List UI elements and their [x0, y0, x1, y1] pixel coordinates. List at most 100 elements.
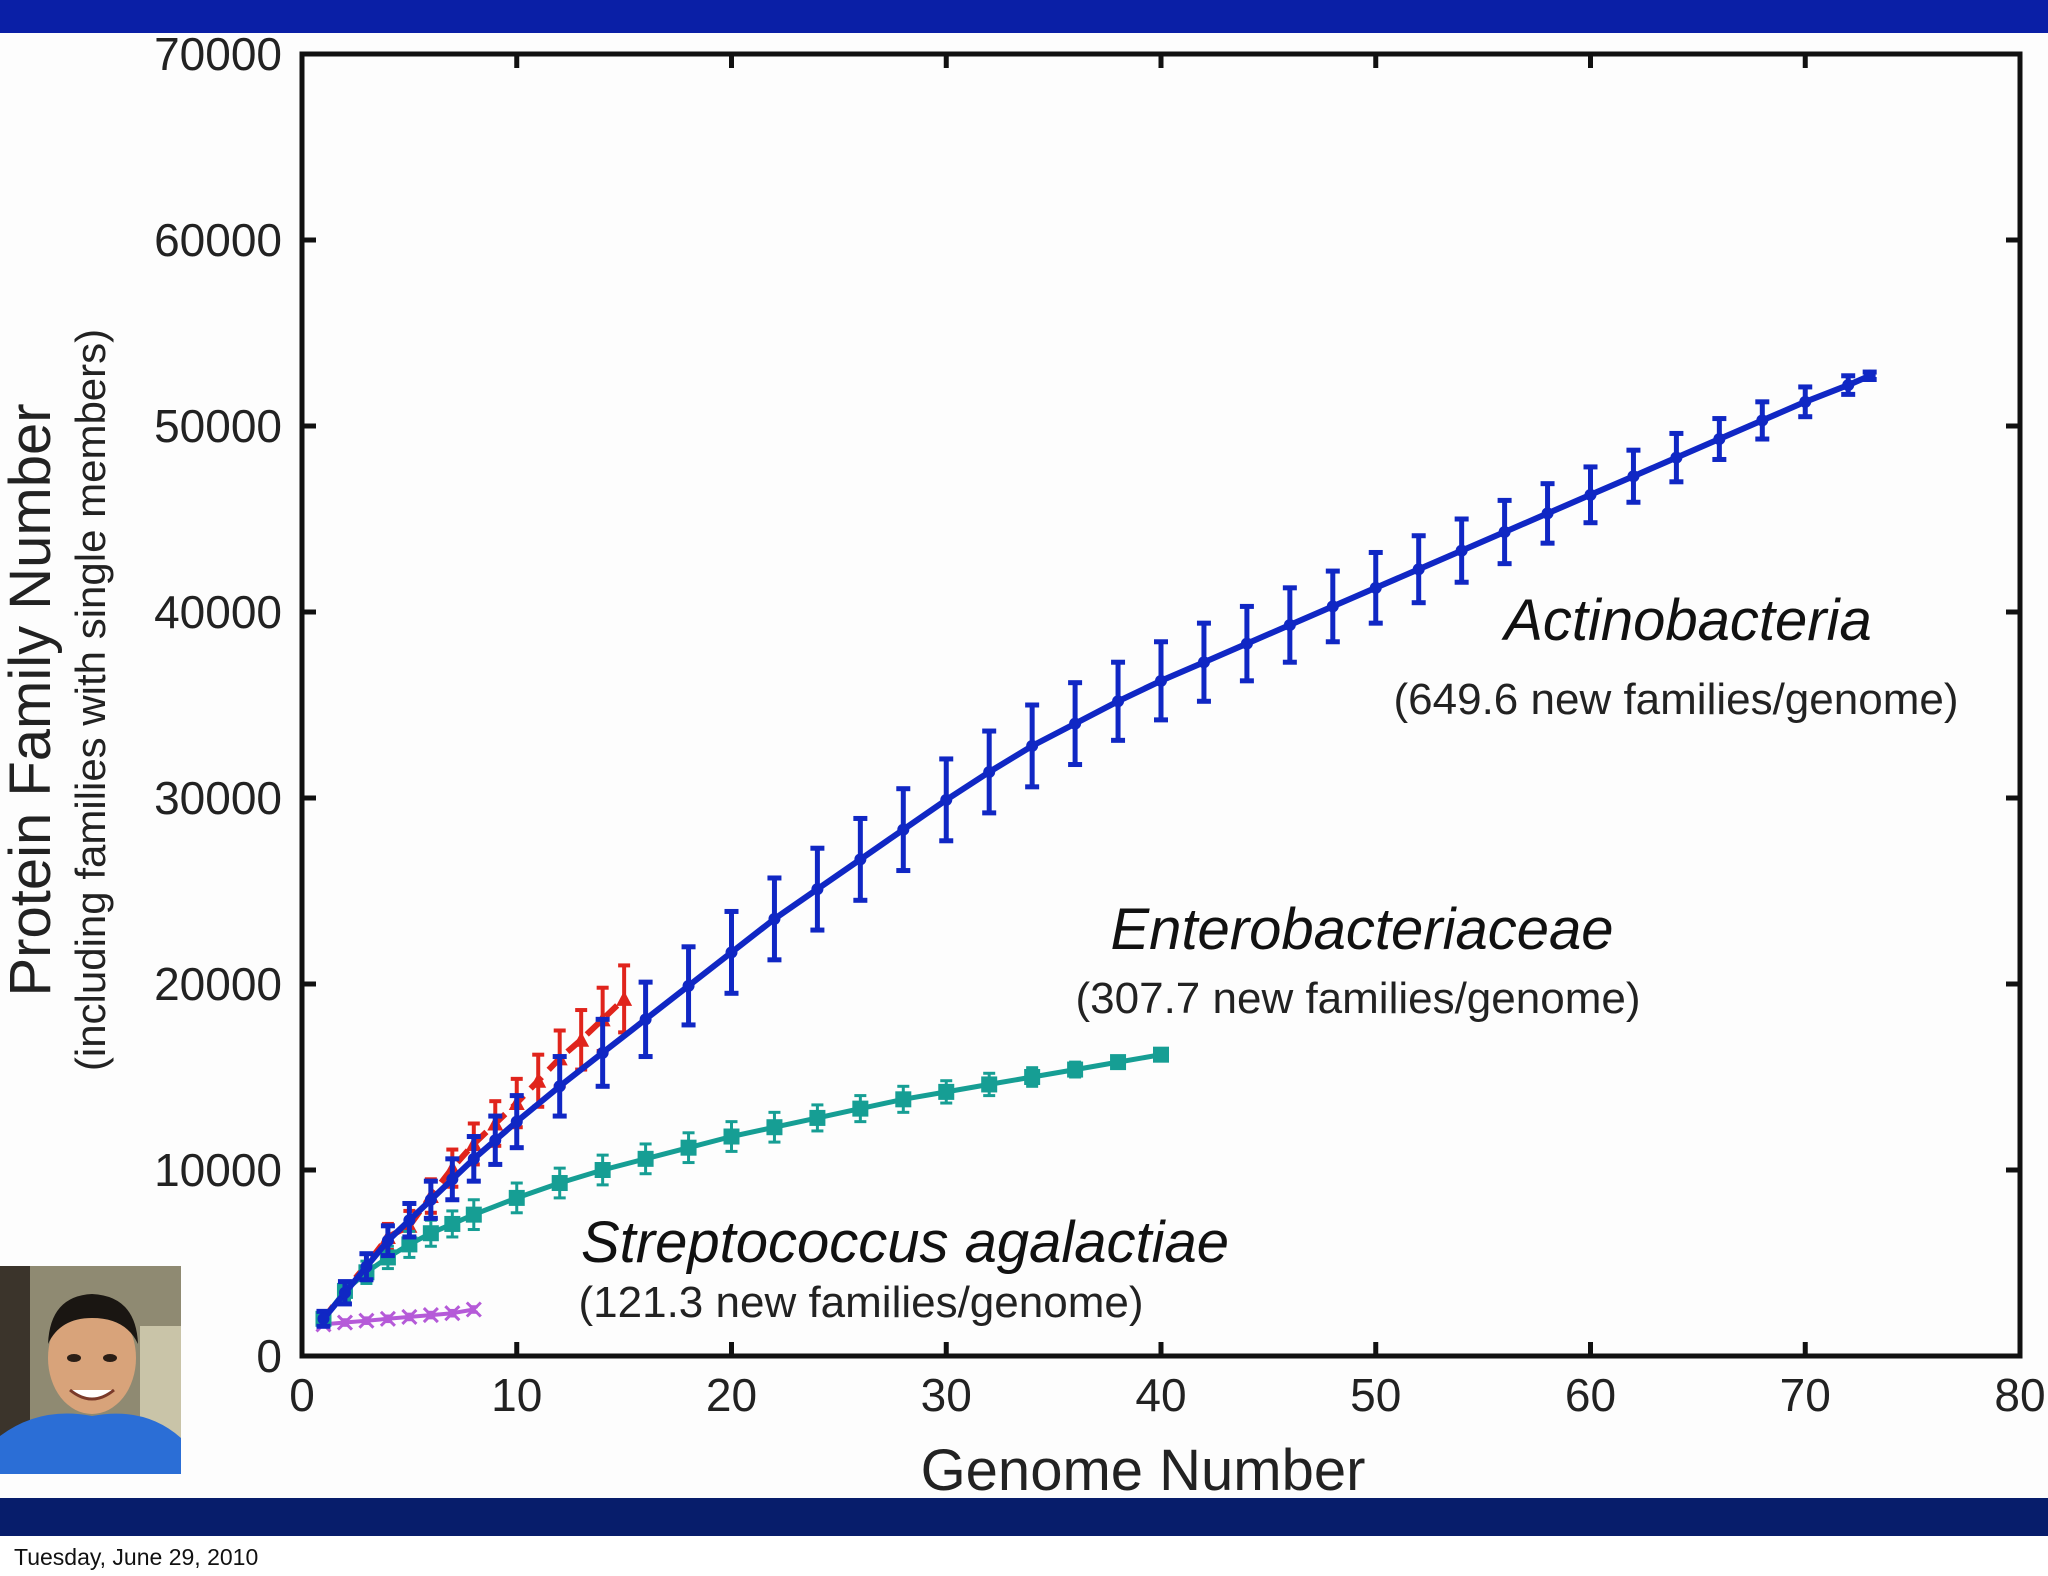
annotation-enterobacteriaceae-rate: (307.7 new families/genome) [1076, 974, 1641, 1023]
data-point [766, 1119, 783, 1136]
data-point [489, 1134, 502, 1147]
data-point [725, 946, 738, 959]
data-point [983, 765, 996, 778]
data-point [639, 1013, 652, 1026]
data-point [1112, 695, 1125, 708]
data-point [682, 979, 695, 992]
y-axis-title: Protein Family Number [0, 403, 63, 996]
data-point [360, 1260, 373, 1273]
x-tick-label: 10 [491, 1369, 542, 1421]
x-tick-label: 30 [921, 1369, 972, 1421]
x-tick-label: 70 [1780, 1369, 1831, 1421]
annotation-actinobacteria-name: Actinobacteria [1501, 588, 1872, 653]
data-point [897, 823, 910, 836]
data-point [809, 1109, 826, 1126]
data-point [938, 1083, 955, 1100]
data-point [1240, 637, 1253, 650]
data-point [1283, 619, 1296, 632]
y-tick-label: 30000 [154, 772, 282, 824]
data-point [1153, 1046, 1169, 1063]
x-axis-title: Genome Number [921, 1438, 1366, 1498]
data-point [317, 1312, 330, 1325]
data-point [811, 883, 824, 896]
data-point [530, 1072, 547, 1088]
annotation-streptococcus-name: Streptococcus agalactiae [581, 1210, 1229, 1275]
data-point [1197, 656, 1210, 669]
y-tick-label: 60000 [154, 214, 282, 266]
data-point [401, 1236, 418, 1253]
annotation-actinobacteria-rate: (649.6 new families/genome) [1394, 675, 1959, 724]
series-line [323, 1307, 475, 1327]
data-point [444, 1215, 461, 1232]
y-tick-label: 40000 [154, 586, 282, 638]
data-point [895, 1091, 912, 1108]
x-tick-label: 80 [1994, 1369, 2045, 1421]
data-point [510, 1115, 523, 1128]
annotation-enterobacteriaceae-name: Enterobacteriaceae [1111, 897, 1614, 962]
data-point [424, 1193, 437, 1206]
data-point [1369, 581, 1382, 594]
series-actinobacteria [316, 369, 1877, 1329]
data-point [551, 1175, 568, 1192]
data-point [1756, 414, 1769, 427]
annotation-streptococcus-rate: (121.3 new families/genome) [579, 1278, 1144, 1327]
data-point [1498, 526, 1511, 539]
data-point [573, 1031, 590, 1047]
x-tick-label: 40 [1135, 1369, 1186, 1421]
data-point [467, 1152, 480, 1165]
data-point [508, 1189, 525, 1206]
data-point [854, 853, 867, 866]
data-point [1713, 433, 1726, 446]
data-point [1799, 395, 1812, 408]
x-tick-label: 60 [1565, 1369, 1616, 1421]
top-bar [0, 0, 2048, 33]
y-tick-label: 70000 [154, 28, 282, 80]
y-tick-label: 50000 [154, 400, 282, 452]
data-point [1627, 470, 1640, 483]
data-point [465, 1206, 482, 1223]
data-point [338, 1286, 351, 1299]
data-point [444, 1305, 461, 1322]
data-point [940, 793, 953, 806]
data-point [379, 1310, 396, 1327]
data-point [1110, 1054, 1127, 1071]
y-tick-label: 20000 [154, 958, 282, 1010]
x-tick-label: 20 [706, 1369, 757, 1421]
chart: 0 10 20 30 40 50 60 70 80 0 10000 20000 30000 40000 50… [0, 28, 2046, 1498]
data-point [422, 1225, 439, 1242]
data-point [1455, 544, 1468, 557]
data-point [422, 1307, 439, 1324]
data-point [981, 1076, 998, 1093]
data-point [1863, 369, 1876, 382]
data-point [723, 1128, 740, 1145]
data-point [594, 1162, 611, 1178]
data-point [401, 1308, 418, 1326]
data-point [358, 1312, 375, 1329]
footer: Tuesday, June 29, 2010 [0, 1536, 2048, 1576]
bottom-bar [0, 1498, 2048, 1536]
data-point [637, 1150, 654, 1167]
data-point [1026, 739, 1039, 752]
slide-background [0, 33, 2048, 1498]
data-point [336, 1314, 354, 1331]
data-point [1584, 488, 1597, 501]
y-axis-subtitle: (including families with single members) [67, 329, 114, 1071]
x-tick-label: 50 [1350, 1369, 1401, 1421]
data-point [553, 1080, 566, 1093]
x-tick-label: 0 [289, 1369, 315, 1421]
data-point [596, 1046, 609, 1059]
data-point [1412, 563, 1425, 576]
footer-date: Tuesday, June 29, 2010 [14, 1544, 259, 1570]
data-point [616, 990, 633, 1006]
data-point [446, 1173, 459, 1186]
data-point [1024, 1069, 1041, 1085]
data-point [1067, 1061, 1084, 1078]
data-point [381, 1234, 394, 1247]
data-point [1155, 674, 1167, 687]
data-point [1326, 600, 1339, 613]
data-point [465, 1301, 482, 1318]
series-streptococcus [315, 1301, 482, 1333]
presenter-photo-icon [0, 1266, 181, 1474]
y-tick-label: 0 [256, 1330, 282, 1382]
data-point [403, 1214, 416, 1227]
